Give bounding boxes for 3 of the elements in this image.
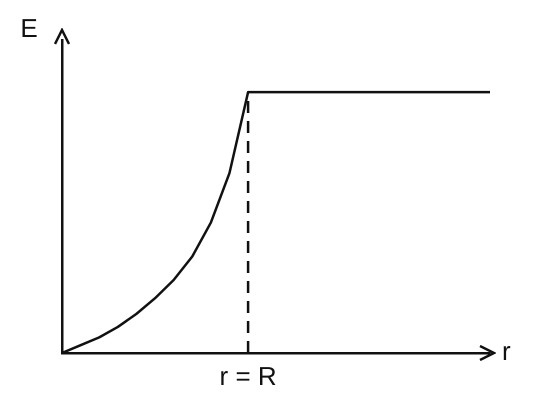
text: r = R xyxy=(220,361,277,392)
y-axis-title: E xyxy=(20,13,38,44)
x-axis-title: r xyxy=(502,336,511,366)
